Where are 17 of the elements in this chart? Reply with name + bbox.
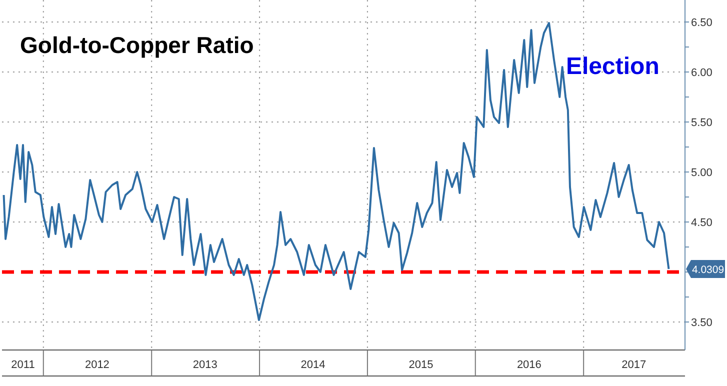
x-tick-label: 2011 — [11, 359, 35, 371]
y-tick-label: 6.50 — [691, 17, 712, 29]
x-tick-label: 2014 — [300, 359, 326, 371]
x-tick-label: 2016 — [516, 359, 542, 371]
x-tick-label: 2012 — [84, 359, 110, 371]
annotation: Election — [566, 53, 660, 80]
text: Gold-to-Copper Ratio — [20, 32, 254, 58]
x-tick-label: 2013 — [192, 359, 218, 371]
y-tick-label: 5.50 — [691, 117, 712, 129]
y-tick-label: 5.00 — [691, 167, 712, 179]
line-series — [2, 22, 670, 321]
y-tick-label: 6.00 — [691, 67, 712, 79]
y-tick-label: 3.50 — [691, 317, 712, 329]
text: 4.0309 — [692, 264, 724, 276]
x-tick-label: 2015 — [408, 359, 434, 371]
x-tick-label: 2017 — [622, 359, 646, 371]
y-tick-label: 4.50 — [691, 217, 712, 229]
